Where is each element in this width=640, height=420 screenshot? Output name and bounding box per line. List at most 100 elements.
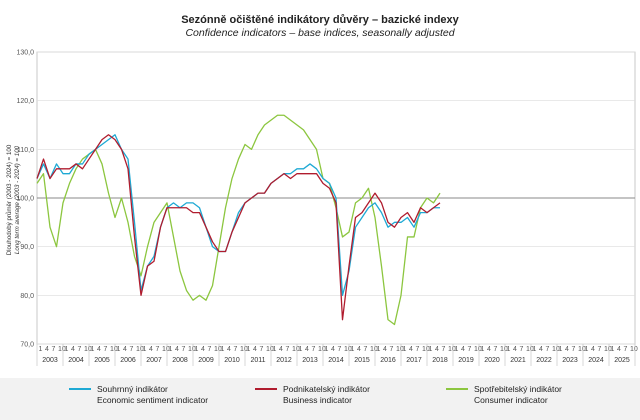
y-tick-label: 110,0: [17, 147, 34, 154]
x-month-tick-label: 7: [78, 346, 82, 353]
x-month-tick-label: 7: [468, 346, 472, 353]
x-month-tick-label: 7: [260, 346, 264, 353]
x-month-tick-label: 7: [52, 346, 56, 353]
x-year-label: 2022: [536, 357, 552, 364]
x-year-label: 2023: [562, 357, 578, 364]
x-month-tick-label: 4: [97, 346, 101, 353]
x-month-tick-label: 7: [156, 346, 160, 353]
x-month-tick-label: 4: [279, 346, 283, 353]
x-year-label: 2003: [42, 357, 58, 364]
x-month-tick-label: 1: [91, 346, 95, 353]
x-month-tick-label: 10: [266, 346, 274, 353]
x-month-tick-label: 1: [611, 346, 615, 353]
x-month-tick-label: 10: [422, 346, 430, 353]
x-month-tick-label: 10: [370, 346, 378, 353]
x-month-tick-label: 4: [565, 346, 569, 353]
legend-item-economic-sentiment: Souhrnný indikátor Economic sentiment in…: [69, 384, 209, 406]
x-month-tick-label: 7: [234, 346, 238, 353]
series-line-2: [36, 114, 441, 326]
legend-swatch: [69, 388, 91, 390]
x-month-tick-label: 7: [598, 346, 602, 353]
legend-item-consumer: Spotřebitelský indikátor Consumer indica…: [446, 384, 562, 406]
x-month-tick-label: 4: [591, 346, 595, 353]
y-tick-label: 130,0: [16, 50, 34, 57]
x-month-tick-label: 7: [572, 346, 576, 353]
x-month-tick-label: 4: [123, 346, 127, 353]
x-month-tick-label: 7: [442, 346, 446, 353]
series-line-1: [36, 134, 441, 321]
x-month-tick-label: 10: [292, 346, 300, 353]
y-axis-label-en: Long term average (2003 - 2024) = 100: [14, 145, 21, 254]
x-month-tick-label: 4: [253, 346, 257, 353]
x-month-tick-label: 10: [84, 346, 92, 353]
legend-label-en: Consumer indicator: [474, 395, 548, 405]
x-month-tick-label: 4: [617, 346, 621, 353]
x-month-tick-label: 7: [520, 346, 524, 353]
x-month-tick-label: 10: [500, 346, 508, 353]
x-month-tick-label: 10: [578, 346, 586, 353]
x-month-tick-label: 1: [559, 346, 563, 353]
x-month-tick-label: 4: [357, 346, 361, 353]
x-month-tick-label: 1: [221, 346, 225, 353]
y-tick-label: 80,0: [20, 293, 34, 300]
x-month-tick-label: 1: [273, 346, 277, 353]
x-month-tick-label: 10: [188, 346, 196, 353]
x-month-tick-label: 10: [552, 346, 560, 353]
x-year-label: 2018: [432, 357, 448, 364]
x-year-label: 2009: [198, 357, 214, 364]
x-month-tick-label: 1: [117, 346, 121, 353]
x-month-tick-label: 1: [195, 346, 199, 353]
x-month-tick-label: 10: [318, 346, 326, 353]
x-month-tick-label: 1: [65, 346, 69, 353]
x-year-label: 2004: [68, 357, 84, 364]
x-month-tick-label: 10: [604, 346, 612, 353]
x-month-tick-label: 1: [533, 346, 537, 353]
x-month-tick-label: 7: [624, 346, 628, 353]
x-month-tick-label: 4: [149, 346, 153, 353]
x-year-label: 2025: [614, 357, 630, 364]
x-month-tick-label: 1: [247, 346, 251, 353]
x-year-label: 2011: [250, 357, 265, 364]
legend-label-en: Business indicator: [283, 395, 352, 405]
x-month-tick-label: 7: [494, 346, 498, 353]
x-month-tick-label: 10: [214, 346, 222, 353]
x-month-tick-label: 7: [312, 346, 316, 353]
x-month-tick-label: 1: [39, 346, 43, 353]
x-month-tick-label: 4: [461, 346, 465, 353]
x-month-tick-label: 1: [351, 346, 355, 353]
x-month-tick-label: 4: [71, 346, 75, 353]
x-year-label: 2024: [588, 357, 604, 364]
y-tick-label: 90,0: [20, 244, 34, 251]
x-year-label: 2014: [328, 357, 344, 364]
x-month-tick-label: 1: [455, 346, 459, 353]
x-month-tick-label: 1: [143, 346, 147, 353]
y-tick-label: 120,0: [16, 98, 34, 105]
legend-label-en: Economic sentiment indicator: [97, 395, 209, 405]
x-year-label: 2007: [146, 357, 162, 364]
chart-title: Sezónně očištěné indikátory důvěry – baz…: [181, 14, 459, 26]
x-month-tick-label: 7: [208, 346, 212, 353]
x-year-label: 2012: [276, 357, 292, 364]
y-axis: 70,0 80,0 90,0 100,0 110,0 120,0 130,0: [16, 50, 34, 349]
x-month-tick-label: 7: [130, 346, 134, 353]
y-axis-label: Dlouhodobý průměr (2003 - 2024) = 100: [6, 144, 13, 255]
y-tick-label: 70,0: [20, 342, 34, 349]
x-month-tick-label: 10: [136, 346, 144, 353]
x-year-label: 2020: [484, 357, 500, 364]
x-month-tick-label: 4: [227, 346, 231, 353]
x-month-tick-label: 1: [377, 346, 381, 353]
x-month-tick-label: 10: [630, 346, 638, 353]
x-month-tick-label: 10: [474, 346, 482, 353]
x-year-label: 2016: [380, 357, 396, 364]
x-month-tick-label: 7: [546, 346, 550, 353]
x-month-tick-label: 7: [364, 346, 368, 353]
x-month-tick-label: 1: [585, 346, 589, 353]
x-month-tick-label: 7: [390, 346, 394, 353]
x-month-tick-label: 1: [325, 346, 329, 353]
legend-label: Podnikatelský indikátor: [283, 384, 370, 394]
x-month-tick-label: 10: [240, 346, 248, 353]
x-month-tick-label: 1: [429, 346, 433, 353]
x-year-label: 2013: [302, 357, 318, 364]
